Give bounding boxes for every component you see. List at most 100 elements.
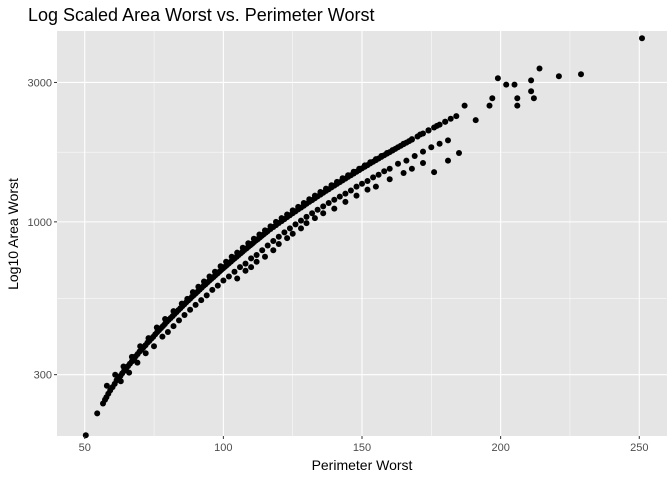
data-point (270, 238, 277, 244)
data-point (295, 203, 302, 210)
y-tick-label: 1000 (28, 217, 52, 229)
data-point (472, 117, 479, 124)
data-point (181, 312, 188, 318)
data-point (350, 168, 357, 175)
data-point (428, 144, 435, 151)
data-point (284, 235, 291, 242)
chart-title: Log Scaled Area Worst vs. Perimeter Wors… (28, 5, 374, 25)
data-point (530, 95, 537, 102)
data-point (453, 113, 460, 120)
data-point (375, 171, 382, 178)
data-point (289, 207, 296, 214)
data-point (433, 122, 440, 129)
x-tick-label: 100 (214, 442, 232, 454)
data-point (237, 264, 243, 271)
data-point (289, 230, 296, 237)
data-point (256, 231, 263, 238)
data-point (361, 162, 368, 169)
data-point (259, 247, 266, 254)
x-tick-label: 50 (79, 442, 91, 454)
data-point (555, 73, 562, 80)
data-point (317, 189, 324, 195)
data-point (195, 283, 202, 290)
data-point (298, 217, 304, 224)
data-point (217, 263, 224, 270)
data-point (303, 213, 310, 220)
data-point (331, 205, 338, 212)
data-point (245, 240, 252, 247)
data-point (528, 77, 535, 84)
data-point (231, 268, 238, 275)
data-point (447, 115, 454, 122)
data-point (239, 244, 246, 251)
data-point (578, 71, 584, 78)
data-point (178, 300, 185, 307)
data-point (189, 289, 196, 296)
data-point (420, 160, 426, 166)
data-point (153, 324, 160, 331)
data-point (198, 297, 205, 304)
data-point (514, 95, 521, 102)
data-point (303, 220, 310, 227)
data-point (408, 136, 415, 143)
y-tick-label: 3000 (28, 77, 52, 89)
data-point (384, 150, 390, 156)
data-point (334, 178, 340, 185)
x-tick-label: 200 (491, 442, 509, 454)
data-point (278, 215, 285, 222)
data-point (639, 35, 645, 42)
data-point (395, 160, 401, 167)
data-point (275, 233, 282, 240)
y-axis-ticks: 300 1000 3000 (28, 77, 57, 382)
data-point (436, 140, 443, 147)
data-point (536, 65, 543, 72)
data-point (442, 118, 449, 125)
data-point (323, 185, 329, 192)
data-point (94, 410, 101, 417)
data-point (248, 264, 255, 271)
data-point (170, 323, 177, 330)
data-point (378, 153, 385, 159)
data-point (328, 182, 335, 189)
data-point (187, 306, 194, 313)
data-point (298, 225, 304, 232)
data-point (356, 165, 363, 172)
data-point (314, 206, 321, 213)
data-point (209, 286, 216, 293)
data-point (203, 292, 210, 299)
data-point (325, 200, 332, 206)
major-gridlines (57, 31, 667, 436)
data-point (489, 95, 496, 102)
data-point (192, 301, 199, 308)
data-point (273, 218, 279, 225)
data-point (364, 178, 371, 184)
data-point (214, 282, 221, 289)
data-point (456, 150, 462, 156)
data-point (270, 247, 277, 254)
data-point (345, 172, 352, 179)
data-point (461, 102, 468, 109)
data-point (253, 252, 260, 258)
data-point (117, 378, 124, 385)
y-tick-label: 300 (34, 370, 52, 382)
data-point (367, 159, 374, 166)
data-point (184, 295, 191, 302)
x-axis-title: Perimeter Worst (312, 457, 413, 473)
data-point (264, 242, 271, 249)
data-point (234, 249, 241, 256)
x-tick-label: 150 (353, 442, 371, 454)
data-point (347, 187, 354, 194)
y-axis-title: Log10 Area Worst (5, 178, 21, 290)
data-point (120, 363, 127, 370)
data-points (82, 35, 645, 439)
data-point (228, 253, 235, 260)
data-point (242, 267, 249, 274)
data-point (370, 174, 377, 181)
data-point (176, 317, 182, 324)
data-point (142, 350, 149, 357)
data-point (364, 186, 371, 193)
data-point (494, 75, 501, 82)
data-point (528, 88, 535, 95)
data-point (145, 335, 152, 342)
data-point (170, 308, 177, 315)
